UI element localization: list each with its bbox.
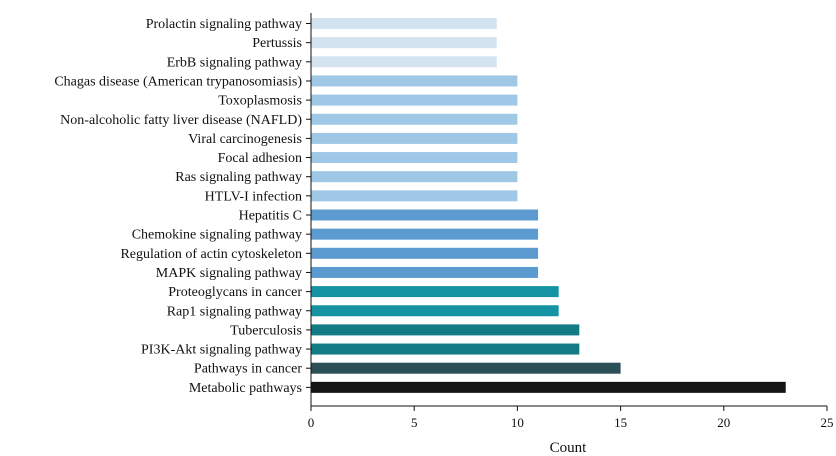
category-label-9: Ras signaling pathway (175, 170, 302, 185)
category-label-7: Viral carcinogenesis (188, 132, 302, 147)
category-label-18: PI3K-Akt signaling pathway (141, 343, 302, 358)
category-label-10: HTLV-I infection (205, 189, 302, 204)
category-label-8: Focal adhesion (218, 151, 302, 166)
axes-group: 0 5 10 15 20 25 (306, 13, 834, 430)
bar-6 (311, 113, 518, 125)
category-label-11: Hepatitis C (239, 209, 302, 224)
category-label-12: Chemokine signaling pathway (132, 228, 302, 243)
category-labels: Prolactin signaling pathway Pertussis ErbB… (54, 17, 302, 396)
bar-3 (311, 56, 497, 68)
category-label-19: Pathways in cancer (194, 362, 302, 377)
x-tick-label-15: 15 (614, 415, 627, 430)
bar-16 (311, 305, 559, 317)
bar-14 (311, 266, 539, 278)
category-label-20: Metabolic pathways (189, 381, 302, 396)
bar-9 (311, 171, 518, 183)
category-label-13: Regulation of actin cytoskeleton (120, 247, 302, 262)
bar-8 (311, 152, 518, 164)
x-tick-label-5: 5 (411, 415, 418, 430)
category-label-15: Proteoglycans in cancer (168, 285, 302, 300)
category-label-1: Prolactin signaling pathway (146, 17, 302, 32)
x-tick-label-10: 10 (511, 415, 524, 430)
bar-5 (311, 94, 518, 106)
bars-group (311, 18, 786, 393)
category-label-14: MAPK signaling pathway (156, 266, 302, 281)
bar-20 (311, 381, 786, 393)
category-label-5: Toxoplasmosis (218, 94, 302, 109)
category-label-4: Chagas disease (American trypanosomiasis… (54, 74, 302, 89)
bar-12 (311, 228, 539, 240)
bar-7 (311, 132, 518, 144)
bar-4 (311, 75, 518, 87)
bar-11 (311, 209, 539, 221)
bar-19 (311, 362, 621, 374)
bar-13 (311, 247, 539, 259)
category-label-17: Tuberculosis (230, 323, 302, 338)
x-axis-title: Count (550, 440, 588, 456)
category-label-6: Non-alcoholic fatty liver disease (NAFLD… (60, 113, 302, 128)
bar-2 (311, 37, 497, 49)
category-label-2: Pertussis (252, 36, 302, 51)
bar-17 (311, 324, 580, 336)
x-tick-label-0: 0 (308, 415, 315, 430)
bar-10 (311, 190, 518, 202)
bar-1 (311, 18, 497, 29)
category-label-3: ErbB signaling pathway (167, 55, 302, 70)
x-tick-label-20: 20 (717, 415, 730, 430)
category-label-16: Rap1 signaling pathway (167, 304, 302, 319)
bar-15 (311, 286, 559, 298)
x-tick-label-25: 25 (821, 415, 834, 430)
bar-18 (311, 343, 580, 355)
